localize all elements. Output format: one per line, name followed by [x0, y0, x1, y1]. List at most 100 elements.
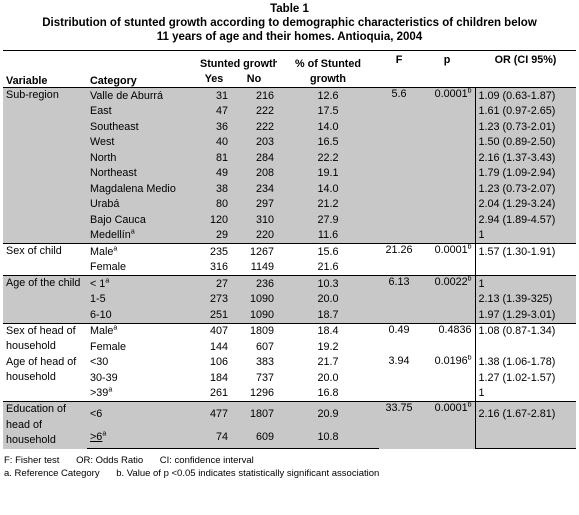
- pct-cell: 21.6: [317, 261, 339, 274]
- table-number: Table 1: [270, 3, 309, 15]
- table-row: Magdalena Medio 38 234 14.0 1.23 (0.73-2.07): [3, 181, 577, 197]
- or-cell: 1.97 (1.29-3.01): [474, 307, 577, 323]
- pct-cell: 20.0: [277, 291, 380, 307]
- header-category: Category: [87, 50, 197, 88]
- header-p: p: [419, 50, 476, 88]
- category-label: >39: [90, 387, 109, 400]
- category-cell: >6a: [87, 425, 197, 449]
- header-f: F: [379, 50, 420, 88]
- no-cell: 737: [256, 371, 275, 384]
- yes-cell: 47: [197, 103, 231, 119]
- category-label: Valle de Aburrá: [90, 89, 164, 102]
- yes-cell: 81: [197, 150, 231, 166]
- yes-cell: 316: [209, 261, 228, 274]
- no-cell: 222: [231, 119, 278, 135]
- p-cell: 0.4836: [419, 322, 476, 355]
- f-cell: 33.75: [379, 401, 420, 449]
- category-cell: 30-39: [87, 370, 197, 386]
- table-row: >39a 261 1296 16.8 1: [3, 385, 577, 402]
- pct-cell: 20.9: [277, 401, 380, 425]
- pct-cell: 19.2: [317, 340, 339, 353]
- category-cell: Urabá: [87, 196, 197, 212]
- pct-cell: 22.2: [277, 150, 380, 166]
- category-label: Southeast: [90, 120, 139, 133]
- p-cell: 0.0196b: [419, 355, 475, 402]
- category-label: Female: [90, 340, 127, 353]
- pct-cell: 21.7: [317, 356, 339, 369]
- yes-cell: 106: [209, 356, 228, 369]
- category-label: >6: [90, 430, 103, 443]
- no-cell: 203: [231, 134, 278, 150]
- category-footnote-marker: a: [102, 429, 107, 437]
- category-cell: North: [87, 150, 197, 166]
- p-cell: 0.0022b: [419, 275, 476, 323]
- category-label: Male: [90, 245, 114, 258]
- or-cell: 2.16 (1.67-2.81): [474, 401, 577, 425]
- header-yes: Yes: [197, 69, 231, 88]
- category-label: West: [90, 136, 115, 149]
- variable-cell: Sub-region: [3, 87, 87, 244]
- or-cell: 2.94 (1.89-4.57): [474, 212, 577, 228]
- variable-cell: Education of head of household: [3, 401, 87, 449]
- table-row: 30-39 184 737 20.0 1.27 (1.02-1.57): [3, 370, 577, 386]
- pct-cell: 14.0: [277, 181, 380, 197]
- p-cell: 0.0001b: [419, 243, 476, 276]
- or-cell: 1.79 (1.09-2.94): [474, 165, 577, 181]
- or-cell: 1: [474, 385, 577, 402]
- f-cell: 0.49: [379, 322, 420, 355]
- table-row: 6-10 251 1090 18.7 1.97 (1.29-3.01): [3, 307, 577, 323]
- p-cell: 0.0001b: [419, 87, 476, 244]
- or-cell: 2.13 (1.39-325): [474, 291, 577, 307]
- category-cell: Female: [87, 260, 197, 276]
- pct-cell: 16.5: [277, 134, 380, 150]
- table-row: Age of the child < 1a 27 236 10.3 6.13 0.0022b…: [3, 275, 577, 323]
- variable-cell: Age of the child: [3, 275, 87, 323]
- category-footnote-marker: a: [105, 277, 110, 285]
- table-row: Southeast 36 222 14.0 1.23 (0.73-2.01): [3, 119, 577, 135]
- yes-cell: 49: [197, 165, 231, 181]
- pct-cell: 19.1: [277, 165, 380, 181]
- table-caption-line-1: Distribution of stunted growth according…: [42, 17, 537, 29]
- category-cell: Southeast: [87, 119, 197, 135]
- p-value: 0.0022: [434, 276, 468, 288]
- or-cell: 1.23 (0.73-2.07): [474, 181, 577, 197]
- header-no: No: [231, 69, 278, 88]
- category-label: 1-5: [90, 293, 106, 306]
- yes-cell: 80: [197, 196, 231, 212]
- or-cell: 1.61 (0.97-2.65): [474, 103, 577, 119]
- table-caption-line-2: 11 years of age and their homes. Antioqu…: [156, 31, 423, 43]
- no-cell: 1090: [231, 307, 278, 323]
- p-footnote-marker: b: [467, 275, 472, 283]
- category-cell: <6: [87, 401, 197, 425]
- table-row: 1-5 273 1090 20.0 2.13 (1.39-325): [3, 291, 577, 307]
- yes-cell: 477: [197, 401, 231, 425]
- category-label: 6-10: [90, 308, 112, 321]
- yes-cell: 38: [197, 181, 231, 197]
- category-cell: Bajo Cauca: [87, 212, 197, 228]
- no-cell: 222: [231, 103, 278, 119]
- no-cell: 208: [231, 165, 278, 181]
- note-reference: a. Reference Category: [4, 467, 100, 479]
- pct-cell: 15.6: [277, 243, 380, 260]
- category-label: <30: [90, 356, 109, 369]
- no-cell: 236: [231, 275, 278, 292]
- p-footnote-marker: b: [467, 401, 472, 409]
- category-label: Urabá: [90, 198, 120, 211]
- no-cell: 607: [256, 340, 275, 353]
- table-row: Northeast 49 208 19.1 1.79 (1.09-2.94): [3, 165, 577, 181]
- no-cell: 297: [231, 196, 278, 212]
- pct-cell: 20.0: [317, 371, 339, 384]
- table-row: North 81 284 22.2 2.16 (1.37-3.43): [3, 150, 577, 166]
- pct-cell: 12.6: [277, 87, 380, 104]
- table-row: Sex of child Malea 235 1267 15.6 21.26 0.0001b…: [3, 243, 577, 276]
- yes-cell: 40: [197, 134, 231, 150]
- variable-cell: Age of head of household: [6, 355, 77, 384]
- table-notes: F: Fisher test OR: Odds Ratio CI: confid…: [4, 455, 579, 480]
- table-row: East 47 222 17.5 1.61 (0.97-2.65): [3, 103, 577, 119]
- p-footnote-marker: b: [467, 354, 472, 361]
- no-cell: 1296: [249, 387, 275, 400]
- or-cell: 1: [474, 275, 577, 292]
- table-row: Medellína 29 220 11.6 1: [3, 227, 577, 244]
- category-cell: Valle de Aburrá: [87, 87, 197, 104]
- table-row: Sub-region Valle de Aburrá 31 216 12.6 5.6 0.0…: [3, 87, 577, 244]
